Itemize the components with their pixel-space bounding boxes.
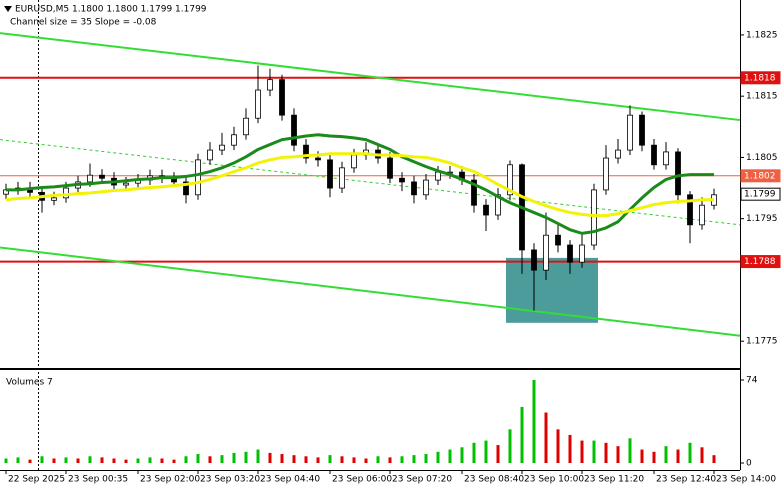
candle-body <box>207 149 213 161</box>
candle-body <box>543 234 549 271</box>
volume-tick-label: 0 <box>746 459 752 469</box>
candle-body <box>651 144 657 166</box>
candle-body <box>387 157 393 179</box>
trend-line <box>0 139 741 226</box>
moving-average <box>5 152 714 218</box>
candle-body <box>675 151 681 196</box>
x-tick-label: 23 Sep 04:40 <box>260 475 320 485</box>
candle-body <box>591 189 597 246</box>
candle-body <box>291 114 297 146</box>
candle-body <box>507 164 513 196</box>
x-tick-label: 23 Sep 12:40 <box>656 475 716 485</box>
candle-body <box>231 134 237 146</box>
y-tick-label: 1.1825 <box>746 30 778 40</box>
level-label: 1.1818 <box>744 73 776 83</box>
candle-body <box>255 89 261 119</box>
y-tick-label: 1.1815 <box>746 92 778 102</box>
candle-body <box>567 244 573 263</box>
candle-body <box>339 167 345 189</box>
y-tick-label: 1.1805 <box>746 153 778 163</box>
candle-body <box>663 151 669 166</box>
candle-body <box>219 144 225 151</box>
level-label: 1.1788 <box>744 257 776 267</box>
x-tick-label: 23 Sep 08:40 <box>464 475 524 485</box>
candle-body <box>411 181 417 196</box>
candle-body <box>195 159 201 196</box>
x-tick-label: 22 Sep 2025 <box>8 475 65 485</box>
candle-body <box>603 157 609 191</box>
last-price-label: 1.1799 <box>744 190 776 200</box>
candle-body <box>423 179 429 196</box>
candle-body <box>315 157 321 161</box>
last-price-label-box <box>740 187 781 201</box>
candle-body <box>687 194 693 226</box>
channel-line <box>0 32 741 122</box>
candle-body <box>123 182 129 186</box>
chart-title: EURUSD,M5 1.1800 1.1800 1.1799 1.1799 <box>15 5 207 15</box>
level-label-box <box>740 255 781 269</box>
candle-body <box>267 79 273 91</box>
x-tick-label: 23 Sep 07:20 <box>392 475 452 485</box>
candle-body <box>327 159 333 189</box>
x-tick-label: 23 Sep 10:00 <box>524 475 584 485</box>
candle-body <box>483 204 489 216</box>
y-tick-label: 1.1775 <box>746 337 778 347</box>
x-tick-label: 23 Sep 06:00 <box>332 475 392 485</box>
x-tick-label: 23 Sep 11:20 <box>584 475 644 485</box>
candle-body <box>555 234 561 246</box>
candle-body <box>627 114 633 151</box>
candle-body <box>63 187 69 199</box>
volume-tick-label: 74 <box>746 376 758 386</box>
candle-body <box>615 149 621 159</box>
level-label-box <box>740 169 781 183</box>
candle-body <box>351 154 357 169</box>
level-label-box <box>740 71 781 85</box>
candle-body <box>639 114 645 146</box>
candle-body <box>279 79 285 116</box>
x-tick-label: 23 Sep 00:35 <box>68 475 128 485</box>
candle-body <box>87 174 93 183</box>
chart-subtitle: Channel size = 35 Slope = -0.08 <box>10 18 157 28</box>
volume-title: Volumes 7 <box>6 378 53 388</box>
x-tick-label: 23 Sep 14:00 <box>716 475 776 485</box>
moving-average <box>6 133 714 235</box>
candle-body <box>495 194 501 216</box>
candle-body <box>303 144 309 159</box>
zone <box>506 257 598 323</box>
candle-body <box>579 244 585 263</box>
menu-triangle <box>4 6 12 12</box>
candle-body <box>531 249 537 271</box>
candle-body <box>699 204 705 226</box>
candle-body <box>435 171 441 181</box>
x-tick-label: 23 Sep 03:20 <box>200 475 260 485</box>
y-tick-label: 1.1795 <box>746 214 778 224</box>
candle-body <box>183 181 189 196</box>
candle-body <box>51 197 57 201</box>
candle-body <box>399 177 405 183</box>
level-label: 1.1802 <box>744 171 776 181</box>
candle-body <box>471 179 477 206</box>
channel-line <box>0 246 741 337</box>
candle-body <box>243 117 249 136</box>
candle-body <box>99 174 105 179</box>
x-tick-label: 23 Sep 02:00 <box>140 475 200 485</box>
